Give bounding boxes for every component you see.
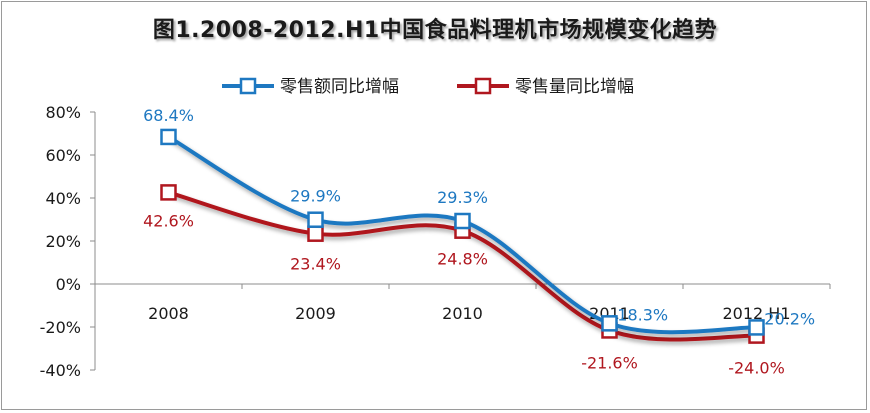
y-tick-label: -20% — [40, 318, 81, 337]
axes: 80%60%40%20%0%-20%-40%2008 2009 2010 2011 20… — [40, 103, 831, 380]
data-point-1-0 — [160, 184, 177, 201]
data-point-0-1 — [307, 211, 324, 228]
data-label-0-4: -20.2% — [759, 309, 816, 328]
data-label-0-2: 29.3% — [437, 188, 488, 207]
data-label-1-1: 23.4% — [290, 255, 341, 274]
legend: 零售额同比增幅 零售量同比增幅 — [222, 77, 634, 97]
y-tick-label: 80% — [45, 103, 81, 122]
series-group — [160, 128, 765, 344]
data-label-0-0: 68.4% — [143, 106, 194, 125]
x-tick-label: 2008 — [148, 304, 189, 323]
y-tick-label: 40% — [45, 189, 81, 208]
legend-label-0: 零售额同比增幅 — [280, 77, 399, 97]
y-tick-label: 60% — [45, 146, 81, 165]
data-point-0-2 — [454, 212, 471, 230]
data-label-0-3: -18.3% — [612, 305, 669, 324]
x-tick-label: 2009 — [295, 304, 336, 323]
data-point-0-0 — [160, 128, 177, 146]
y-tick-label: 0% — [56, 275, 81, 294]
chart-title: 图1.2008-2012.H1中国食品料理机市场规模变化趋势 — [152, 18, 718, 43]
data-label-1-0: 42.6% — [143, 211, 194, 230]
data-point-0-4 — [748, 319, 765, 336]
data-point-1-1 — [307, 225, 324, 242]
data-label-0-1: 29.9% — [290, 187, 341, 206]
x-tick-label: 2012 H1 — [722, 304, 790, 323]
y-tick-label: -40% — [40, 361, 81, 380]
legend-label-1: 零售量同比增幅 — [515, 77, 634, 97]
y-tick-label: 20% — [45, 232, 81, 251]
x-tick-label: 2010 — [442, 304, 483, 323]
data-point-0-3 — [601, 315, 618, 332]
legend-marker-0 — [239, 77, 257, 95]
data-label-1-2: 24.8% — [437, 250, 488, 269]
data-labels: 68.4% 29.9% 29.3% -18.3% -20.2% 42.6% 23.4% 24.… — [143, 106, 815, 378]
legend-marker-1 — [474, 77, 492, 95]
data-label-1-4: -24.0% — [728, 359, 785, 378]
data-label-1-3: -21.6% — [581, 353, 638, 372]
